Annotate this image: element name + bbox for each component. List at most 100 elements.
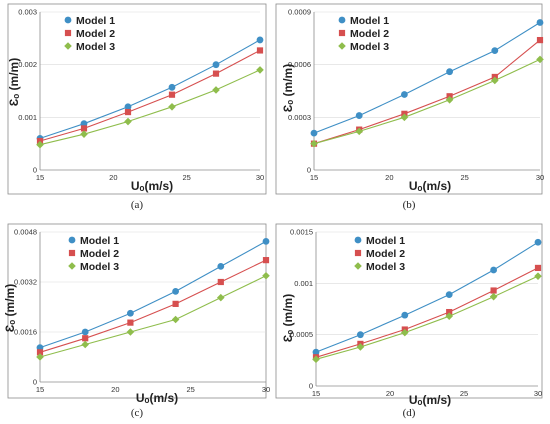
y-tick-label: 0.0048 [14, 228, 37, 237]
series-3 [36, 66, 264, 149]
data-point [536, 19, 544, 26]
data-point [262, 271, 270, 280]
legend-label: Model 3 [366, 261, 405, 273]
legend-label: Model 2 [366, 248, 405, 260]
data-point [256, 66, 264, 74]
legend-marker [64, 42, 72, 50]
data-point [36, 140, 44, 149]
y-tick-label: 0.0005 [290, 330, 313, 339]
series-line [39, 39, 261, 139]
data-point [445, 95, 454, 104]
x-tick-label: 25 [186, 385, 194, 394]
y-tick-label: 0 [33, 378, 37, 387]
x-axis-title: Uₒ(m/s) [136, 391, 178, 405]
y-tick-label: 0.0003 [288, 113, 311, 122]
legend-label: Model 1 [366, 235, 405, 247]
legend-marker [338, 42, 346, 50]
data-point [490, 266, 497, 274]
series-1 [312, 238, 542, 356]
data-point [82, 335, 89, 342]
series-1 [310, 19, 544, 137]
series-line [39, 240, 267, 349]
data-point [126, 328, 135, 336]
series-3 [312, 272, 542, 364]
y-tick-label: 0.0015 [290, 228, 313, 237]
legend-label: Model 3 [76, 41, 115, 53]
x-tick-label: 30 [256, 173, 264, 182]
series-3 [36, 271, 270, 361]
data-point [312, 355, 320, 364]
series-line [39, 69, 261, 146]
legend-marker [68, 249, 76, 257]
legend-marker [64, 29, 72, 37]
data-point [81, 328, 89, 336]
data-point [81, 340, 89, 349]
data-point [355, 112, 363, 119]
data-point [171, 315, 180, 324]
x-tick-label: 30 [536, 173, 544, 182]
data-point [126, 309, 134, 317]
data-point [490, 287, 497, 294]
data-point [401, 91, 408, 98]
series-line [313, 39, 541, 145]
panel-frame [275, 223, 543, 399]
data-point [310, 129, 318, 137]
panel-caption: (d) [403, 407, 416, 419]
data-point [536, 55, 544, 64]
data-point [534, 264, 542, 272]
x-tick-label: 20 [386, 389, 394, 398]
x-tick-label: 25 [182, 173, 190, 182]
data-point [168, 103, 176, 111]
x-tick-label: 20 [385, 173, 393, 182]
data-point [536, 36, 544, 44]
data-point [256, 47, 264, 54]
data-point [217, 293, 225, 302]
data-point [256, 36, 264, 44]
data-point [36, 353, 44, 361]
series-2 [36, 257, 270, 356]
y-tick-label: 0.0016 [14, 328, 37, 337]
data-point [534, 238, 542, 246]
y-tick-label: 0.002 [18, 60, 37, 69]
legend-label: Model 2 [350, 28, 389, 40]
legend-label: Model 1 [80, 235, 119, 247]
series-1 [36, 36, 264, 142]
chart-panel-3: 0 0.0016 0.0032 0.0048 15 20 25 30 Uₒ(m/s) Ɛₒ (m/… [3, 223, 270, 419]
y-tick-label: 0 [309, 382, 313, 391]
x-axis-title: Uₒ(m/s) [409, 179, 451, 193]
y-axis-title: Ɛₒ (m/m) [281, 294, 295, 342]
legend-marker [68, 236, 76, 244]
data-point [212, 61, 220, 69]
data-point [534, 272, 542, 280]
chart-panel-4: 0 0.0005 0.001 0.0015 15 20 25 30 Uₒ(m/s) Ɛₒ (m/m… [275, 223, 543, 419]
data-point [80, 130, 88, 138]
chart-panel-2: 0 0.0003 0.0006 0.0009 15 20 25 30 Uₒ(m/s) Ɛₒ (m/… [275, 3, 544, 211]
data-point [124, 108, 132, 116]
data-point [124, 117, 132, 126]
legend-label: Model 2 [76, 28, 115, 40]
y-tick-label: 0.0006 [288, 60, 311, 69]
y-tick-label: 0 [33, 166, 37, 175]
x-tick-label: 15 [312, 389, 320, 398]
legend-label: Model 2 [80, 248, 119, 260]
x-tick-label: 25 [460, 173, 468, 182]
legend-marker [354, 262, 362, 270]
data-point [355, 127, 363, 136]
data-point [168, 83, 176, 91]
series-line [315, 275, 539, 360]
legend-label: Model 1 [76, 15, 115, 27]
legend-marker [338, 29, 346, 37]
legend-marker [354, 249, 362, 257]
data-point [400, 113, 409, 122]
data-point [401, 328, 409, 337]
series-line [313, 22, 541, 134]
y-tick-label: 0.0009 [288, 8, 311, 17]
series-3 [310, 55, 544, 148]
data-point [491, 47, 499, 55]
data-point [36, 349, 44, 356]
data-point [217, 262, 225, 270]
data-point [491, 76, 499, 85]
